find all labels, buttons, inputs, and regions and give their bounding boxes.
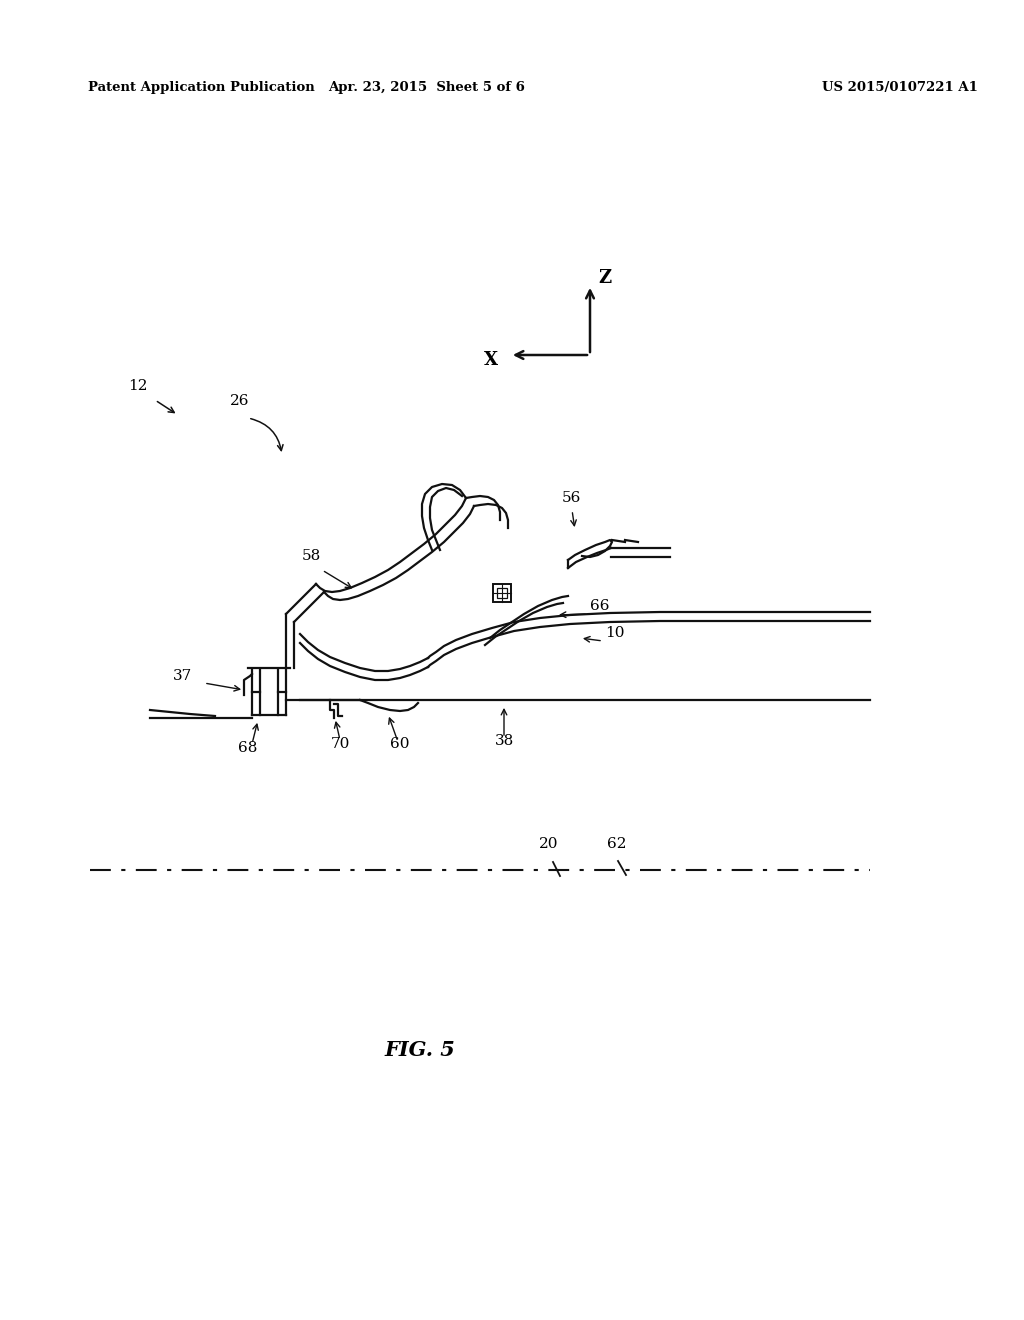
Text: X: X <box>484 351 498 370</box>
Text: Z: Z <box>598 269 611 286</box>
Text: US 2015/0107221 A1: US 2015/0107221 A1 <box>822 82 978 95</box>
Text: 56: 56 <box>562 491 582 506</box>
Text: 38: 38 <box>495 734 514 748</box>
Text: 26: 26 <box>230 393 250 408</box>
Text: 37: 37 <box>173 669 193 682</box>
Text: FIG. 5: FIG. 5 <box>385 1040 456 1060</box>
Text: 68: 68 <box>239 741 258 755</box>
Text: 20: 20 <box>540 837 559 851</box>
Bar <box>497 587 507 598</box>
Bar <box>493 583 511 602</box>
Text: Patent Application Publication: Patent Application Publication <box>88 82 314 95</box>
Text: 70: 70 <box>331 737 349 751</box>
Text: 12: 12 <box>128 379 147 393</box>
Text: 62: 62 <box>607 837 627 851</box>
FancyArrowPatch shape <box>251 418 283 450</box>
Text: 58: 58 <box>302 549 322 564</box>
Text: 66: 66 <box>590 599 609 612</box>
Text: Apr. 23, 2015  Sheet 5 of 6: Apr. 23, 2015 Sheet 5 of 6 <box>329 82 525 95</box>
Text: 60: 60 <box>390 737 410 751</box>
Text: 10: 10 <box>605 626 625 640</box>
